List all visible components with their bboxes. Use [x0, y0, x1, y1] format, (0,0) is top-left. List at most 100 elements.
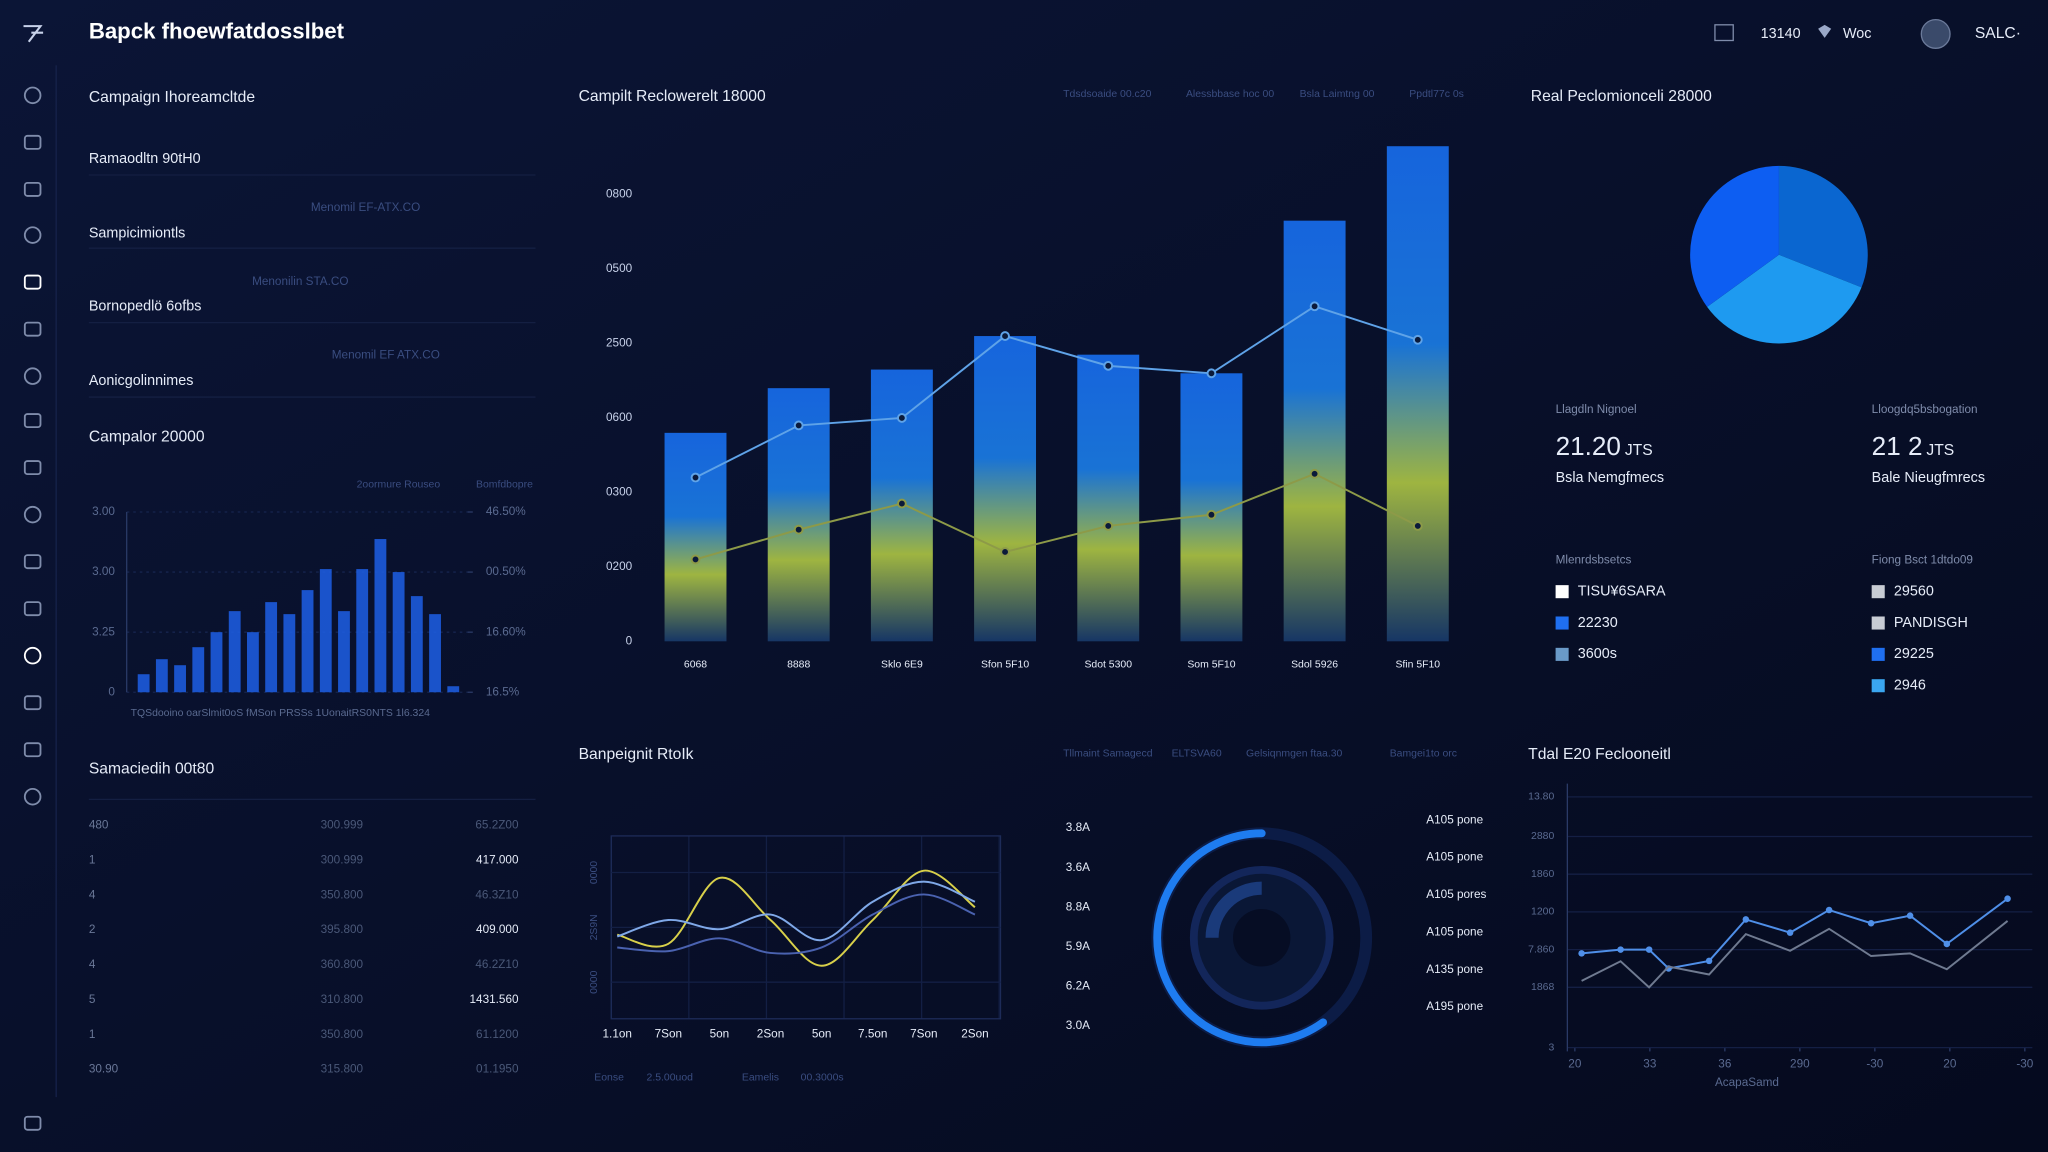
y-tick-label: 0800 — [606, 188, 633, 201]
line-point — [793, 524, 804, 535]
bar — [1283, 220, 1346, 642]
nav-icon[interactable] — [23, 134, 42, 150]
avatar[interactable] — [1920, 18, 1951, 49]
panel-title: Campaign Ihoreamcltde — [89, 89, 256, 106]
y2-tick-label: 16.60% — [486, 625, 526, 638]
gauge-side-label: A105 pone — [1426, 813, 1483, 826]
x-tick-label: 1.1on — [603, 1028, 632, 1041]
x-tick-label: Som 5F10 — [1187, 660, 1235, 671]
gauge-side-label: A105 pores — [1426, 888, 1486, 901]
table-cell: 350.800 — [321, 888, 364, 901]
table-cell: 417.000 — [476, 853, 519, 866]
bar — [228, 611, 241, 693]
x-tick-label: 20 — [1943, 1058, 1957, 1071]
legend-label: 2.5.00uod — [647, 1072, 694, 1083]
grid-icon[interactable] — [1714, 24, 1734, 42]
nav-icon[interactable] — [23, 787, 42, 806]
nav-icon[interactable] — [23, 274, 42, 290]
x-tick-label: 20 — [1568, 1058, 1582, 1071]
list-item: 3600s — [1578, 646, 1617, 662]
kpi-unit: JTS — [1926, 442, 1954, 459]
nav-icon[interactable] — [23, 505, 42, 524]
nav-icon[interactable] — [23, 226, 42, 244]
line — [616, 880, 976, 942]
nav-icon[interactable] — [23, 413, 42, 429]
legend-label: ELTSVA60 — [1172, 748, 1222, 759]
legend-swatch — [1871, 647, 1885, 661]
line — [616, 869, 976, 967]
gauge-side-label: A135 pone — [1426, 963, 1483, 976]
table-cell: 315.800 — [321, 1063, 364, 1076]
gauge-side-label: A195 pone — [1426, 1000, 1483, 1013]
nav-icon[interactable] — [23, 86, 42, 105]
nav-icon[interactable] — [23, 321, 42, 337]
nav-icon[interactable] — [23, 742, 42, 758]
pie-slice — [1707, 254, 1862, 344]
x-tick-label: Sdol 5926 — [1291, 660, 1338, 671]
line-point — [1578, 950, 1585, 957]
app-title: Bapck fhoewfatdosslbet — [89, 19, 345, 44]
legend-label: Bamgei1to orc — [1390, 748, 1457, 759]
chart-title: Banpeignit RtoIk — [579, 746, 694, 763]
bar — [447, 686, 460, 693]
nav-icon[interactable] — [23, 181, 42, 197]
nav-icon[interactable] — [23, 1115, 42, 1131]
chart-caption: TQSdooino oarSlmit0oS fMSon PRSSs 1Uonai… — [131, 708, 431, 719]
kpi-label: Lloogdq5bsbogation — [1872, 403, 1978, 416]
kpi-label: Llagdln Nignoel — [1556, 403, 1637, 416]
y-tick-label: 2880 — [1531, 831, 1554, 842]
bar — [1180, 373, 1243, 642]
table-cell: 300.999 — [321, 853, 363, 866]
table-cell: 350.800 — [321, 1028, 364, 1041]
list-title: Fiong Bsct 1dtdo09 — [1872, 553, 1973, 566]
nav-icon[interactable] — [23, 460, 42, 476]
y2-tick-label: 46.50% — [486, 505, 526, 518]
chart-title: Campilt Reclowerelt 18000 — [579, 88, 766, 105]
line-point — [1705, 957, 1713, 965]
campaign-row: Bornopedlö 6ofbs — [89, 299, 202, 315]
nav-icon[interactable] — [23, 646, 42, 665]
nav-icon[interactable] — [23, 695, 42, 711]
table-cell: 300.999 — [321, 819, 363, 832]
list-item: 29560 — [1894, 583, 1934, 599]
bar — [301, 590, 314, 693]
bar — [319, 569, 332, 693]
y-tick-label: 13.80 — [1528, 792, 1554, 803]
y-tick-label: 2S9N — [589, 914, 600, 940]
line — [695, 472, 1419, 561]
table-cell: 4 — [89, 958, 96, 971]
line-point — [1645, 946, 1653, 953]
bar — [265, 602, 278, 693]
bar — [137, 674, 150, 693]
table-cell: 480 — [89, 819, 109, 832]
user-name[interactable]: SALC· — [1975, 25, 2021, 42]
table-cell: 409.000 — [476, 923, 519, 936]
logo[interactable] — [23, 25, 44, 43]
y2-tick-label: 16.5% — [486, 685, 520, 698]
legend-label: Eonse — [594, 1072, 624, 1083]
bar — [410, 596, 423, 693]
panel-title: Samaciedih 00t80 — [89, 760, 215, 777]
chart-title: Tdal E20 Feclooneitl — [1528, 746, 1671, 763]
campaign-row: Aonicgolinnimes — [89, 373, 194, 389]
x-tick-label: Sdot 5300 — [1084, 660, 1132, 671]
header-status: Woc — [1843, 26, 1871, 42]
line-point — [690, 472, 701, 483]
nav-icon[interactable] — [23, 601, 42, 617]
bar — [356, 569, 369, 693]
line — [695, 305, 1419, 479]
nav-icon[interactable] — [23, 367, 42, 385]
table-cell: 395.800 — [321, 923, 364, 936]
x-tick-label: -30 — [1866, 1058, 1883, 1071]
kpi-value: 21 2 — [1872, 431, 1923, 461]
bar — [974, 336, 1037, 642]
nav-icon[interactable] — [23, 554, 42, 570]
legend-label: Tdsdsoaide 00.c20 — [1063, 89, 1151, 100]
bar — [767, 388, 830, 642]
y-tick-label: 7.860 — [1528, 944, 1554, 955]
line-point — [1000, 331, 1010, 341]
table-cell: 1 — [89, 853, 96, 866]
table-cell: 4 — [89, 888, 96, 901]
y-tick-label: 0500 — [606, 262, 633, 275]
x-tick-label: 33 — [1643, 1058, 1657, 1071]
